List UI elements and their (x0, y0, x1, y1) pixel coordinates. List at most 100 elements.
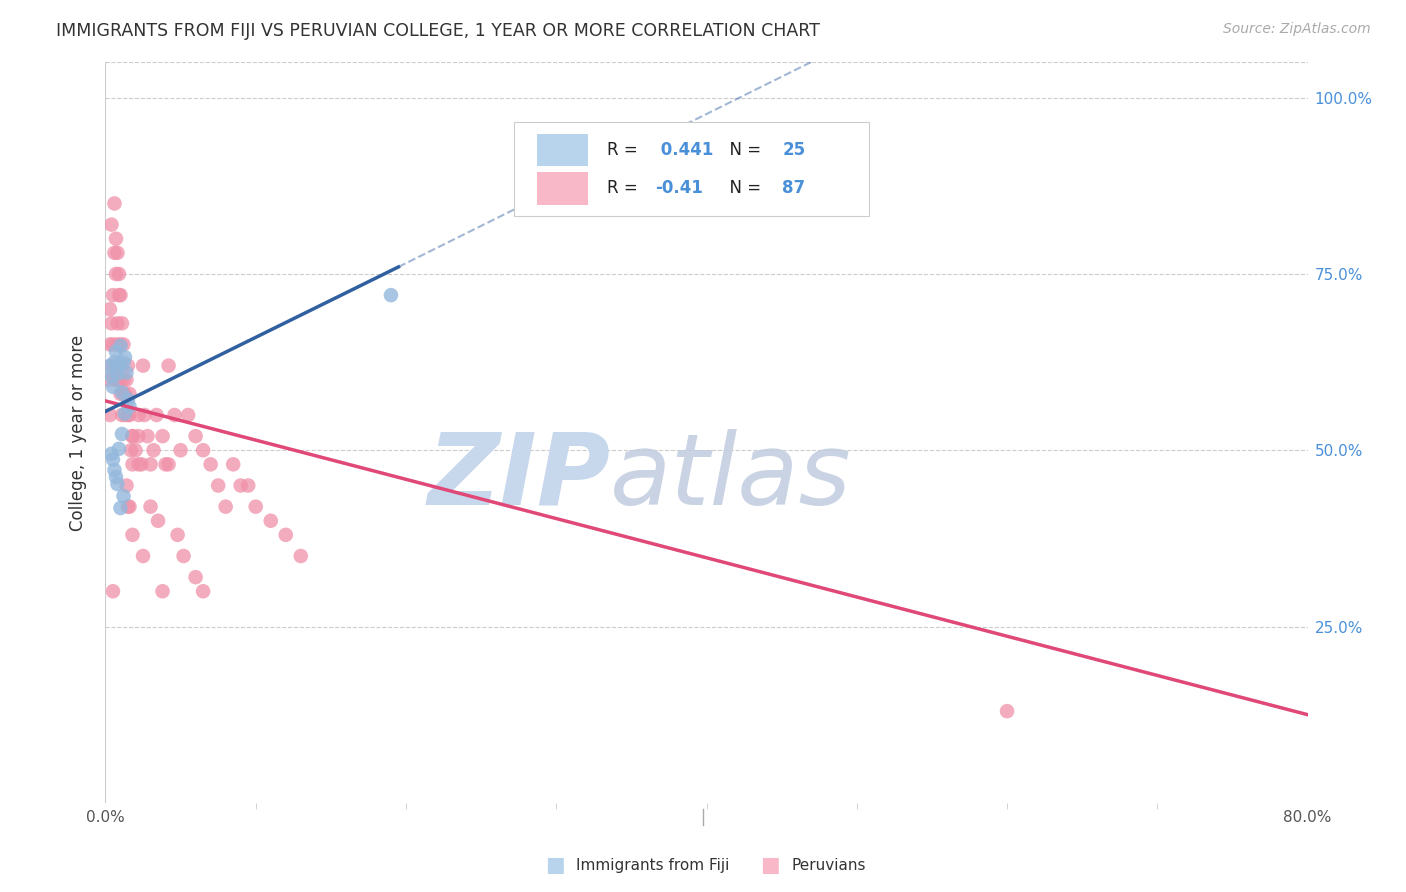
Text: R =: R = (607, 179, 643, 197)
Point (290, 549, 312, 563)
Point (117, 359, 139, 373)
Point (124, 443, 146, 458)
Point (114, 407, 136, 421)
Text: 0.441: 0.441 (655, 141, 713, 159)
Point (110, 339, 132, 353)
Point (274, 528, 297, 542)
Point (108, 288, 131, 302)
Point (118, 387, 141, 401)
Point (104, 232, 127, 246)
Point (136, 429, 159, 443)
Point (107, 373, 129, 387)
Point (101, 337, 124, 351)
Point (152, 584, 174, 599)
Point (107, 477, 129, 491)
Point (191, 443, 214, 458)
Point (222, 458, 245, 472)
Point (98, 408, 121, 422)
Point (995, 704, 1018, 718)
Point (104, 470, 127, 484)
Point (121, 429, 143, 443)
FancyBboxPatch shape (537, 134, 588, 166)
Point (97, 373, 120, 387)
Point (134, 408, 156, 422)
Point (128, 408, 150, 422)
Point (111, 427, 134, 442)
FancyBboxPatch shape (537, 172, 588, 204)
Point (112, 356, 135, 370)
Point (177, 408, 200, 422)
Text: 25: 25 (782, 141, 806, 159)
Point (118, 500, 141, 514)
Point (107, 367, 129, 381)
Point (214, 500, 236, 514)
Text: ZIP: ZIP (427, 428, 610, 525)
Point (191, 584, 214, 599)
Point (157, 359, 180, 373)
Point (101, 584, 124, 599)
Point (166, 528, 188, 542)
Point (100, 359, 122, 373)
Y-axis label: College, 1 year or more: College, 1 year or more (69, 334, 87, 531)
Text: Peruvians: Peruvians (792, 858, 866, 872)
Point (101, 380, 124, 394)
Point (260, 514, 283, 528)
Point (207, 478, 229, 492)
Text: Source: ZipAtlas.com: Source: ZipAtlas.com (1223, 22, 1371, 37)
Text: N =: N = (718, 179, 766, 197)
Point (229, 478, 252, 492)
Point (110, 337, 132, 351)
Point (101, 452, 124, 467)
Point (110, 288, 132, 302)
Point (128, 429, 150, 443)
Point (146, 514, 169, 528)
Point (115, 373, 138, 387)
Text: atlas: atlas (610, 428, 852, 525)
FancyBboxPatch shape (515, 121, 869, 217)
Point (139, 458, 162, 472)
Point (104, 344, 127, 359)
Text: -0.41: -0.41 (655, 179, 703, 197)
Point (112, 387, 135, 401)
Point (114, 408, 136, 422)
Point (112, 373, 135, 387)
Point (131, 458, 153, 472)
Point (115, 366, 138, 380)
Point (108, 267, 131, 281)
Point (101, 288, 124, 302)
Point (115, 478, 138, 492)
Point (110, 501, 132, 516)
Point (121, 528, 143, 542)
Point (107, 337, 129, 351)
Point (100, 447, 122, 461)
Point (108, 442, 131, 456)
Point (100, 369, 122, 384)
Point (111, 359, 134, 373)
Point (157, 458, 180, 472)
Point (184, 429, 207, 443)
Point (184, 570, 207, 584)
Point (121, 458, 143, 472)
Point (118, 408, 141, 422)
Point (98, 302, 121, 317)
Point (117, 500, 139, 514)
Point (107, 245, 129, 260)
Text: ■: ■ (546, 855, 565, 875)
Point (110, 387, 132, 401)
Point (103, 373, 125, 387)
Point (104, 359, 127, 373)
Text: ■: ■ (761, 855, 780, 875)
Point (103, 355, 125, 369)
Point (200, 458, 222, 472)
Point (103, 196, 125, 211)
Point (155, 458, 177, 472)
Point (110, 373, 132, 387)
Point (139, 500, 162, 514)
Point (238, 478, 260, 492)
Point (103, 463, 125, 477)
Text: N =: N = (718, 141, 766, 159)
Point (380, 288, 402, 302)
Point (112, 337, 135, 351)
Point (169, 443, 191, 458)
Text: IMMIGRANTS FROM FIJI VS PERUVIAN COLLEGE, 1 YEAR OR MORE CORRELATION CHART: IMMIGRANTS FROM FIJI VS PERUVIAN COLLEGE… (56, 22, 820, 40)
